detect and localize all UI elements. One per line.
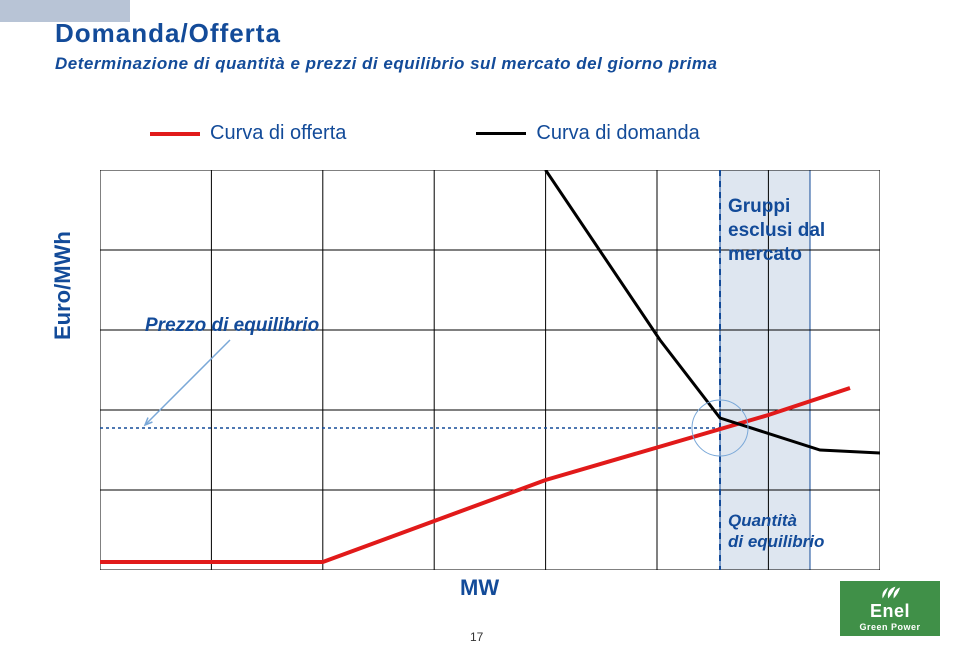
legend-item-demand: Curva di domanda: [476, 122, 699, 145]
enel-logo: Enel Green Power: [840, 581, 940, 636]
y-axis-label: Euro/MWh: [50, 231, 76, 340]
logo-sub: Green Power: [859, 622, 920, 632]
annotation-equilibrium-price: Prezzo di equilibrio: [145, 315, 319, 337]
page-number: 17: [470, 630, 483, 644]
logo-brand: Enel: [870, 601, 910, 622]
page-subtitle: Determinazione di quantità e prezzi di e…: [55, 54, 717, 74]
x-axis-label: MW: [460, 575, 499, 601]
legend-swatch-demand: [476, 132, 526, 135]
legend-label-demand: Curva di domanda: [536, 122, 699, 145]
annotation-excluded-groups: Gruppiesclusi dalmercato: [728, 195, 825, 266]
chart-legend: Curva di offerta Curva di domanda: [150, 122, 700, 145]
annotation-equilibrium-quantity: Quantitàdi equilibrio: [728, 510, 824, 553]
legend-swatch-offer: [150, 132, 200, 136]
legend-item-offer: Curva di offerta: [150, 122, 346, 145]
page-title: Domanda/Offerta: [55, 18, 281, 49]
leaf-icon: [879, 585, 901, 601]
legend-label-offer: Curva di offerta: [210, 122, 346, 145]
